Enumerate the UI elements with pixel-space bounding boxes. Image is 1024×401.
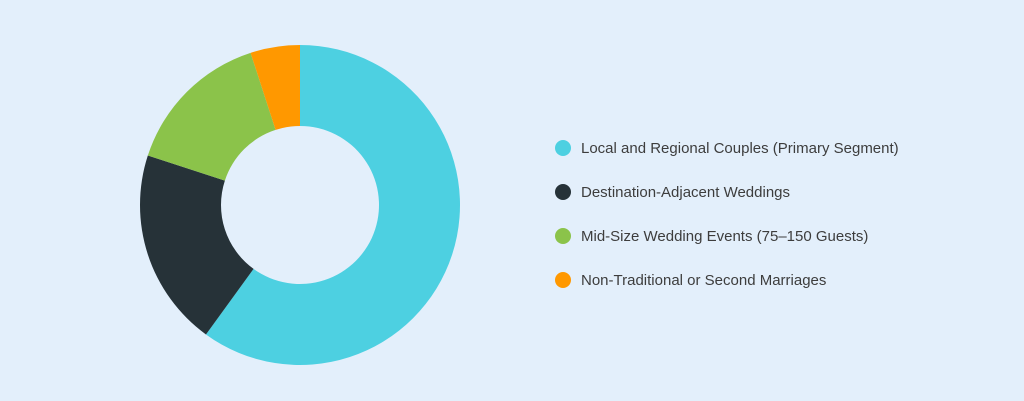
donut-slice[interactable]	[205, 45, 460, 366]
legend-swatch	[555, 184, 571, 200]
legend: Local and Regional Couples (Primary Segm…	[555, 126, 899, 302]
donut-slice[interactable]	[147, 52, 276, 181]
legend-label: Destination-Adjacent Weddings	[581, 183, 791, 201]
legend-item[interactable]: Destination-Adjacent Weddings	[555, 170, 899, 214]
legend-item[interactable]: Non-Traditional or Second Marriages	[555, 258, 899, 302]
legend-swatch	[555, 272, 571, 288]
legend-label: Local and Regional Couples (Primary Segm…	[581, 139, 899, 157]
legend-swatch	[555, 228, 571, 244]
donut-slice[interactable]	[250, 45, 300, 130]
legend-item[interactable]: Mid-Size Wedding Events (75–150 Guests)	[555, 214, 899, 258]
donut-chart	[139, 45, 460, 366]
legend-item[interactable]: Local and Regional Couples (Primary Segm…	[555, 126, 899, 170]
donut-slice[interactable]	[139, 155, 254, 335]
legend-label: Non-Traditional or Second Marriages	[581, 271, 827, 289]
legend-label: Mid-Size Wedding Events (75–150 Guests)	[581, 227, 869, 245]
legend-swatch	[555, 140, 571, 156]
